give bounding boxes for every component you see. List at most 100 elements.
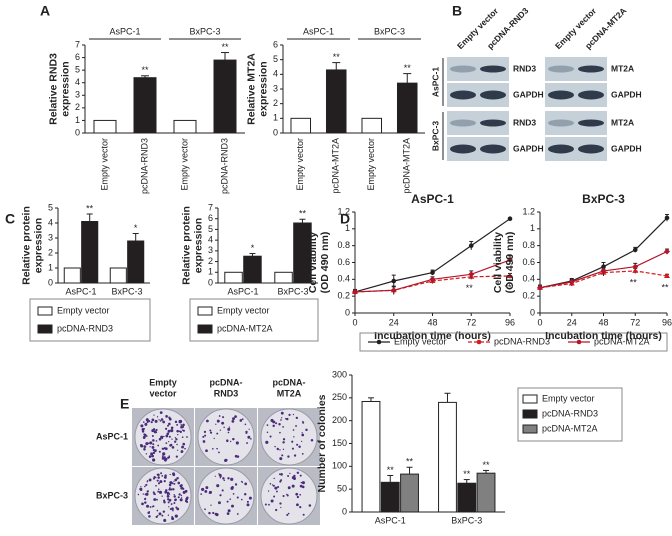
- colony: [209, 431, 213, 434]
- colony: [186, 496, 189, 500]
- colony: [146, 480, 149, 483]
- y-tick-label: 1.2: [522, 206, 535, 216]
- colony: [173, 480, 175, 482]
- colony: [202, 440, 206, 443]
- colony: [158, 490, 163, 494]
- colony: [181, 425, 184, 429]
- blot-band: [480, 144, 506, 154]
- y-axis-label: expression: [60, 61, 72, 116]
- bar: [457, 482, 477, 513]
- blot-band: [578, 144, 604, 154]
- colony: [269, 482, 272, 485]
- colony: [166, 432, 170, 436]
- y-tick-label: 4: [48, 217, 53, 227]
- bar: [476, 472, 496, 513]
- colony: [272, 484, 275, 487]
- colony: [246, 442, 248, 444]
- colony-column-label: RND3: [214, 388, 239, 398]
- colony: [171, 438, 173, 440]
- colony: [161, 455, 164, 458]
- colony: [159, 411, 163, 415]
- colony: [223, 426, 225, 429]
- colony: [230, 486, 234, 490]
- colony: [301, 433, 305, 437]
- colony: [282, 425, 284, 428]
- colony: [150, 421, 153, 424]
- colony: [145, 442, 149, 446]
- colony: [143, 427, 145, 430]
- colony: [172, 488, 175, 491]
- colony: [152, 448, 155, 452]
- colony: [219, 429, 222, 431]
- colony: [275, 490, 278, 493]
- colony-row-label: AsPC-1: [96, 431, 128, 441]
- marker: [468, 271, 475, 278]
- x-tick-label: pcDNA-MT2A: [402, 138, 412, 194]
- colony: [299, 506, 302, 509]
- y-tick-label: 5: [75, 65, 80, 75]
- colony: [177, 496, 180, 499]
- colony: [200, 493, 203, 495]
- colony: [231, 419, 235, 423]
- colony: [246, 500, 249, 503]
- y-tick-label: 0: [273, 127, 278, 137]
- bar: [173, 119, 197, 134]
- legend-label: Empty vector: [394, 336, 447, 346]
- colony: [146, 490, 149, 493]
- colony: [166, 495, 170, 498]
- colony: [227, 477, 230, 480]
- colony: [144, 422, 148, 426]
- colony: [224, 458, 227, 462]
- y-tick-label: 50: [337, 484, 347, 494]
- colony: [180, 494, 183, 497]
- x-tick-label: pcDNA-RND3: [139, 138, 149, 194]
- colony: [227, 431, 230, 434]
- colony: [218, 415, 221, 417]
- colony: [288, 413, 291, 416]
- blot-row-label: MT2A: [611, 63, 634, 73]
- colony: [172, 509, 174, 512]
- blot-band: [578, 119, 604, 127]
- colony: [270, 418, 274, 423]
- colony: [280, 411, 284, 415]
- colony: [170, 443, 173, 447]
- colony-column-label: vector: [149, 388, 177, 398]
- colony: [152, 477, 155, 480]
- y-tick-label: 0: [345, 307, 350, 317]
- significance: **: [86, 203, 94, 213]
- colony: [299, 493, 302, 496]
- x-tick-label: BxPC-3: [277, 286, 308, 296]
- colony: [302, 513, 305, 516]
- colony: [179, 498, 183, 502]
- colony: [163, 479, 166, 483]
- colony: [208, 492, 210, 494]
- bar: [380, 481, 400, 513]
- x-tick-label: Empty vector: [295, 138, 305, 191]
- panel-letter: B: [452, 3, 462, 19]
- colony: [151, 506, 153, 508]
- colony: [300, 481, 303, 484]
- group-label: BxPC-3: [374, 26, 405, 36]
- colony: [157, 444, 160, 447]
- colony: [274, 486, 278, 490]
- colony: [250, 438, 252, 440]
- colony: [155, 428, 158, 432]
- colony: [218, 473, 220, 475]
- colony: [216, 419, 220, 423]
- colony: [231, 504, 234, 508]
- chart-title: AsPC-1: [411, 192, 454, 206]
- colony: [149, 446, 151, 448]
- colony: [236, 455, 240, 458]
- colony: [221, 489, 224, 492]
- colony: [152, 451, 156, 455]
- colony: [184, 499, 188, 503]
- blot-band: [450, 65, 476, 73]
- blot-band: [480, 65, 506, 73]
- colony: [157, 473, 160, 477]
- x-tick-label: 0: [537, 317, 542, 327]
- x-tick-label: 96: [505, 317, 515, 327]
- colony: [274, 445, 276, 448]
- colony: [219, 494, 222, 497]
- x-tick-label: BxPC-3: [451, 515, 482, 525]
